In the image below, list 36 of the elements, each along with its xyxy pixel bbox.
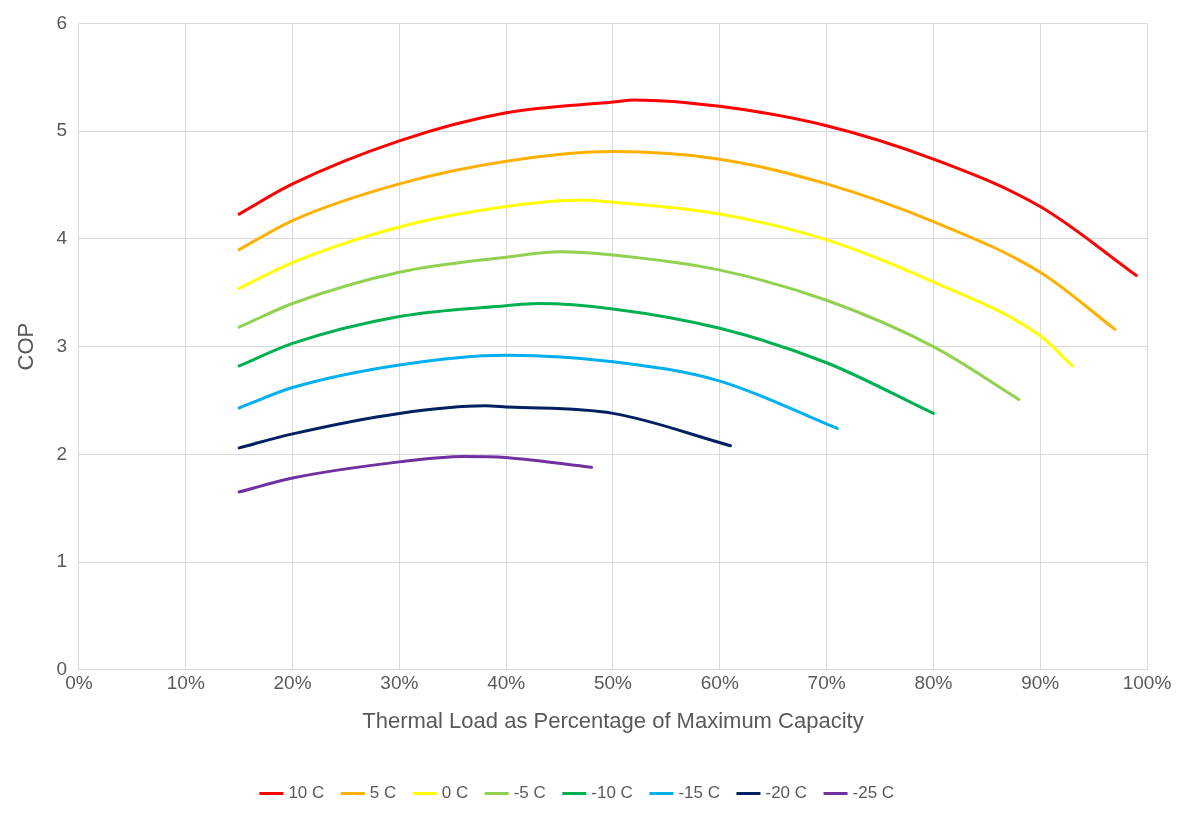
x-tick-label: 10% bbox=[166, 672, 205, 694]
y-tick-label: 3 bbox=[56, 334, 67, 356]
legend-label: 10 C bbox=[288, 783, 325, 803]
x-tick-label: 100% bbox=[1122, 672, 1172, 694]
line-series bbox=[237, 150, 1117, 331]
x-tick-label: 90% bbox=[1021, 672, 1060, 694]
y-tick-label: 4 bbox=[56, 227, 68, 249]
line-series bbox=[237, 198, 1074, 368]
line-series bbox=[237, 404, 732, 450]
legend-label: -15 C bbox=[678, 783, 720, 803]
line-series bbox=[237, 98, 1138, 277]
legend-label: -20 C bbox=[765, 783, 808, 803]
y-tick-label: 2 bbox=[56, 442, 67, 464]
line-series bbox=[237, 353, 839, 430]
y-tick-label: 0 bbox=[56, 658, 67, 680]
y-tick-label: 6 bbox=[56, 11, 67, 33]
legend-label: -25 C bbox=[852, 783, 895, 803]
x-tick-label: 70% bbox=[807, 672, 846, 694]
line-series bbox=[237, 250, 1021, 401]
y-axis-title: COP bbox=[13, 322, 39, 371]
y-tick-label: 1 bbox=[56, 550, 67, 572]
y-tick-label: 5 bbox=[56, 119, 67, 141]
x-tick-label: 20% bbox=[273, 672, 312, 694]
x-tick-label: 40% bbox=[487, 672, 526, 694]
legend-label: -5 C bbox=[513, 783, 546, 803]
x-tick-label: 60% bbox=[700, 672, 739, 694]
x-tick-label: 50% bbox=[593, 672, 633, 694]
legend-label: -10 C bbox=[591, 783, 633, 803]
legend-label: 5 C bbox=[369, 783, 397, 803]
line-series bbox=[237, 302, 935, 415]
x-tick-label: 0% bbox=[65, 672, 93, 694]
line-series bbox=[237, 454, 594, 494]
x-tick-label: 30% bbox=[380, 672, 419, 694]
x-axis-title: Thermal Load as Percentage of Maximum Capacity bbox=[362, 707, 864, 733]
x-tick-label: 80% bbox=[914, 672, 953, 694]
legend-label: 0 C bbox=[441, 783, 469, 803]
